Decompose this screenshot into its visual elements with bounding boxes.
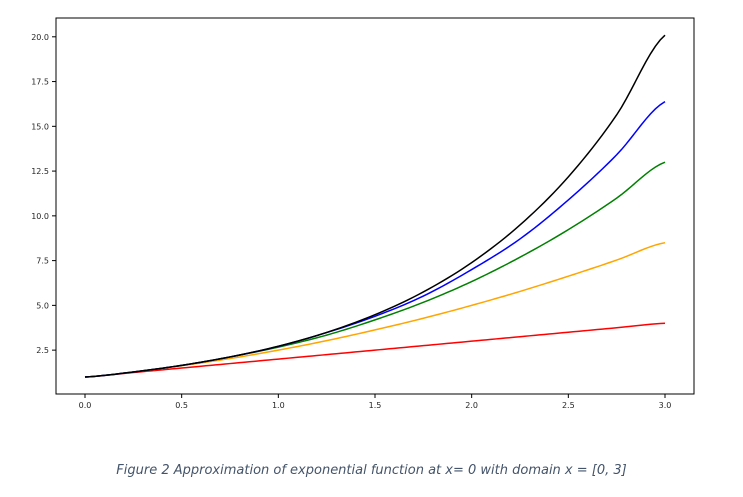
- series-line-2: [84, 241, 666, 378]
- series-line-4: [84, 100, 666, 378]
- x-tick-label: 3.0: [659, 401, 672, 410]
- y-tick-label: 7.5: [36, 257, 49, 266]
- x-tick-label: 0.5: [175, 401, 188, 410]
- y-tick-label: 15.0: [31, 122, 49, 131]
- y-tick-label: 2.5: [36, 346, 49, 355]
- x-tick-label: 2.5: [562, 401, 575, 410]
- x-tick-label: 0.0: [79, 401, 92, 410]
- series-line-3: [84, 161, 666, 378]
- series-layer: [84, 34, 666, 378]
- series-line-1: [84, 322, 666, 378]
- x-tick-label: 1.0: [272, 401, 285, 410]
- x-tick-label: 1.5: [369, 401, 382, 410]
- plot-frame: [55, 17, 695, 395]
- y-tick-label: 17.5: [31, 78, 49, 87]
- y-tick-label: 10.0: [31, 212, 49, 221]
- y-tick-label: 5.0: [36, 301, 49, 310]
- series-line-5: [84, 34, 666, 378]
- y-tick-label: 12.5: [31, 167, 49, 176]
- axes-layer: 0.0 0.5 1.0 1.5 2.0 2.5 3.0 2.5 5.0 7.5 10.0 12.5 15…: [31, 17, 695, 410]
- x-tick-label: 2.0: [465, 401, 478, 410]
- y-tick-label: 20.0: [31, 33, 49, 42]
- line-chart: 0.0 0.5 1.0 1.5 2.0 2.5 3.0 2.5 5.0 7.5 10.0 12.5 15…: [31, 17, 695, 410]
- figure-caption: Figure 2 Approximation of exponential fu…: [116, 463, 627, 478]
